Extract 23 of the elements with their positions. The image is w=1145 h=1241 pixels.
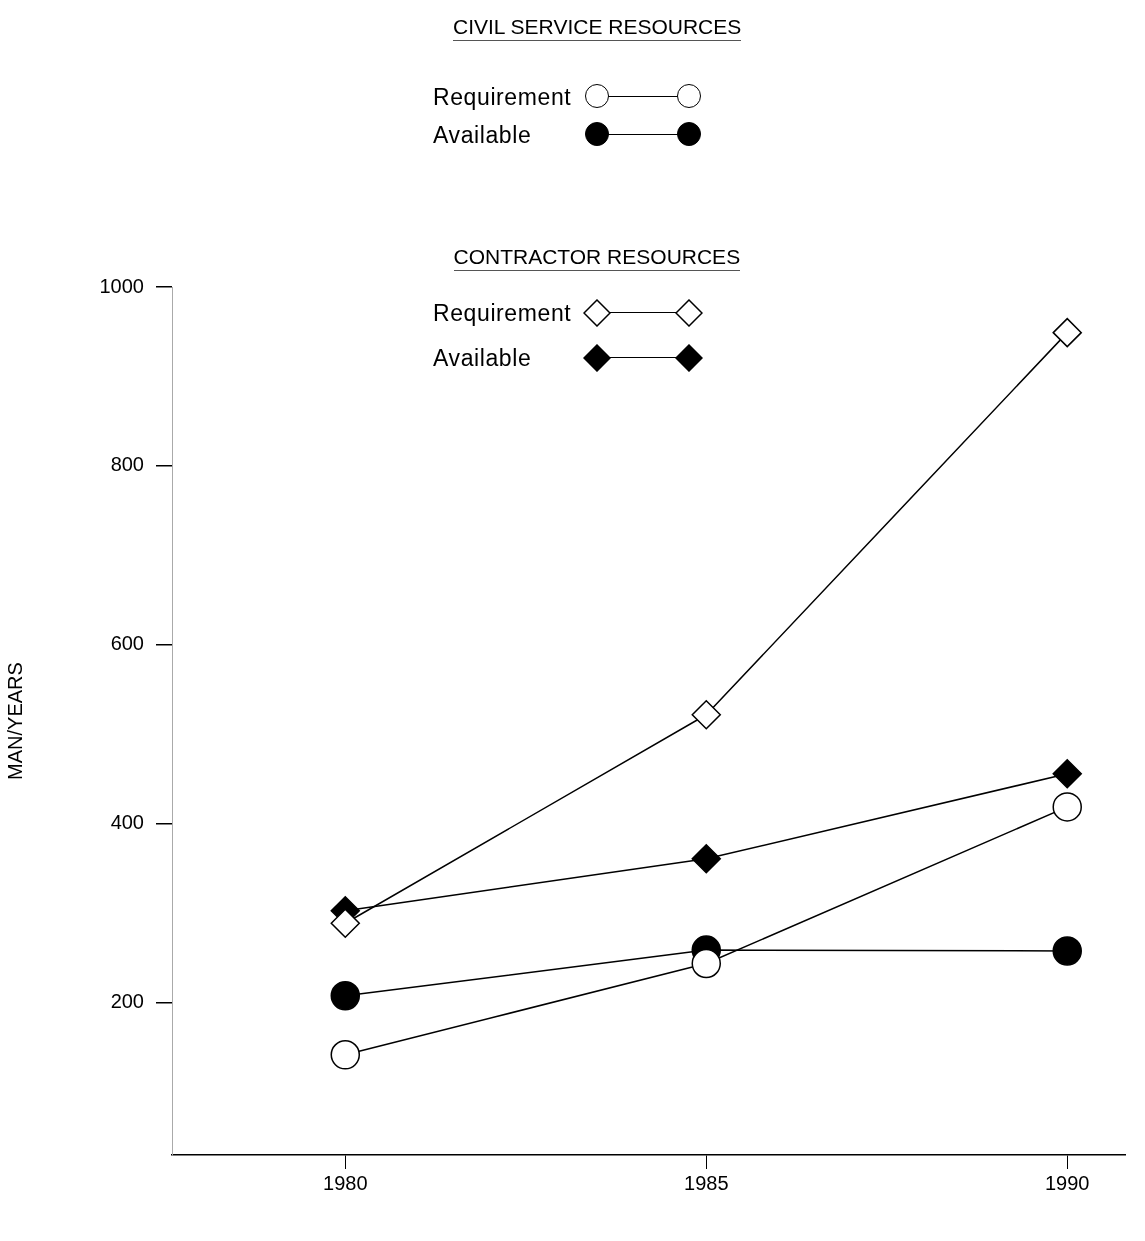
- text: CONTRACTOR RESOURCES: [453, 244, 741, 271]
- legend-label: Available: [433, 122, 532, 148]
- legend-label: Requirement: [433, 300, 572, 326]
- point: [1052, 759, 1082, 789]
- point: [330, 908, 361, 938]
- point: [330, 1040, 361, 1070]
- y-tick-label: 200: [110, 990, 144, 1013]
- point: [1052, 792, 1082, 822]
- y-tick-label: 1000: [99, 274, 144, 297]
- text: CIVIL SERVICE RESOURCES: [453, 14, 742, 41]
- point: [691, 844, 722, 874]
- point: [330, 980, 361, 1011]
- point: [1052, 936, 1082, 966]
- point: [691, 948, 722, 979]
- x-tick-label: 1990: [1044, 1171, 1090, 1194]
- legend-label: Requirement: [433, 84, 572, 110]
- y-tick-label: 800: [110, 453, 144, 476]
- y-tick-label: 600: [110, 632, 144, 655]
- legend-label: Available: [433, 345, 532, 371]
- x-tick-label: 1985: [684, 1171, 729, 1194]
- x-tick-label: 1980: [323, 1171, 368, 1194]
- y-tick-label: 400: [110, 811, 144, 834]
- y-axis-title: MAN/YEARS: [3, 662, 26, 780]
